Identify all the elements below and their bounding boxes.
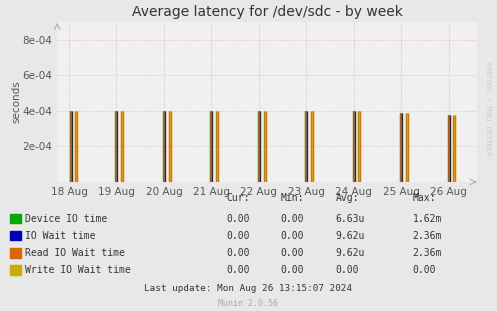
Text: Read IO Wait time: Read IO Wait time (25, 248, 125, 258)
Text: Min:: Min: (281, 193, 304, 202)
Text: RRDTOOL / TOBI OETIKER: RRDTOOL / TOBI OETIKER (485, 62, 491, 156)
Text: 0.00: 0.00 (281, 214, 304, 224)
Text: Last update: Mon Aug 26 13:15:07 2024: Last update: Mon Aug 26 13:15:07 2024 (145, 284, 352, 293)
Text: 0.00: 0.00 (226, 265, 249, 275)
Text: 0.00: 0.00 (413, 265, 436, 275)
Text: 2.36m: 2.36m (413, 248, 442, 258)
Y-axis label: seconds: seconds (11, 81, 21, 123)
Text: 0.00: 0.00 (226, 231, 249, 241)
Text: 0.00: 0.00 (335, 265, 359, 275)
Text: Device IO time: Device IO time (25, 214, 107, 224)
Text: IO Wait time: IO Wait time (25, 231, 95, 241)
Text: 9.62u: 9.62u (335, 248, 365, 258)
Text: 0.00: 0.00 (281, 248, 304, 258)
Text: Avg:: Avg: (335, 193, 359, 202)
Text: 0.00: 0.00 (281, 265, 304, 275)
Title: Average latency for /dev/sdc - by week: Average latency for /dev/sdc - by week (132, 5, 403, 19)
Text: 0.00: 0.00 (226, 248, 249, 258)
Text: 2.36m: 2.36m (413, 231, 442, 241)
Text: 0.00: 0.00 (226, 214, 249, 224)
Text: Max:: Max: (413, 193, 436, 202)
Text: Write IO Wait time: Write IO Wait time (25, 265, 131, 275)
Text: 6.63u: 6.63u (335, 214, 365, 224)
Text: Munin 2.0.56: Munin 2.0.56 (219, 299, 278, 308)
Text: Cur:: Cur: (226, 193, 249, 202)
Text: 0.00: 0.00 (281, 231, 304, 241)
Text: 9.62u: 9.62u (335, 231, 365, 241)
Text: 1.62m: 1.62m (413, 214, 442, 224)
